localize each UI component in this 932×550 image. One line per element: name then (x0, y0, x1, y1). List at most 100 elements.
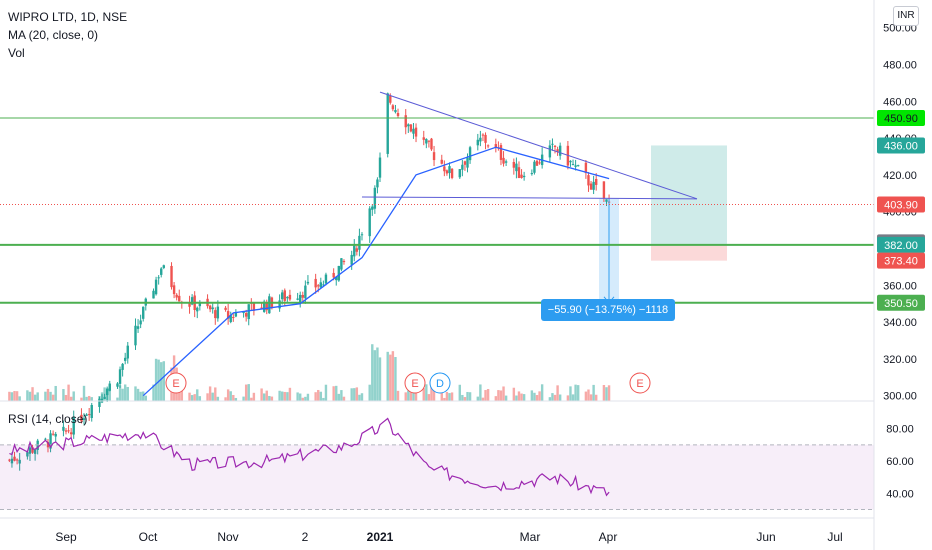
volume-bar (450, 392, 454, 401)
volume-bar (371, 344, 374, 401)
volume-bar (51, 394, 55, 401)
candle-body (378, 157, 382, 178)
candle-body (386, 93, 389, 154)
volume-bar (605, 387, 608, 401)
candle-body (569, 160, 572, 163)
volume-bar (378, 357, 382, 401)
volume-bar (332, 386, 335, 401)
candle-body (448, 166, 451, 174)
volume-bar (358, 394, 361, 401)
time-axis-label: Nov (217, 530, 238, 544)
candle-body (389, 95, 392, 103)
volume-bar (368, 384, 371, 401)
volume-bar (90, 397, 93, 401)
rsi-axis-label: 80.00 (886, 424, 914, 436)
volume-bar (324, 384, 328, 401)
candle-body (278, 300, 281, 309)
volume-bar (108, 385, 111, 401)
candle-body (139, 320, 142, 325)
volume-bar (229, 391, 232, 401)
volume-bar (422, 388, 425, 401)
candle-body (178, 295, 181, 302)
candle-body (512, 161, 516, 168)
price-tag (877, 252, 925, 269)
volume-bar (373, 350, 377, 401)
earnings-marker (629, 372, 651, 394)
candle-body (172, 285, 176, 295)
candle-body (463, 161, 467, 165)
candle-body (517, 167, 521, 178)
volume-bar (535, 395, 539, 401)
volume-bar (548, 397, 552, 401)
volume-bar (46, 388, 50, 401)
price-tag-label: 450.90 (884, 113, 918, 125)
time-axis-label: 2021 (367, 530, 394, 544)
price-axis-label: 460.00 (883, 96, 917, 108)
candle-body (208, 305, 212, 310)
volume-bar (8, 391, 11, 401)
volume-bar (553, 394, 557, 401)
volume-bar (574, 384, 577, 401)
candle-body (594, 179, 598, 185)
volume-bar (376, 347, 379, 401)
volume-bar (319, 391, 323, 401)
volume-bar (80, 397, 83, 401)
candle-body (440, 159, 443, 164)
volume-bar (87, 395, 91, 401)
volume-bar (152, 384, 155, 401)
candle-body (324, 274, 328, 284)
price-tag (877, 196, 925, 213)
long-position-stop-zone (651, 244, 727, 261)
volume-bar (440, 387, 443, 401)
candle-body (571, 164, 575, 166)
candle-body (466, 157, 469, 168)
candle-body (340, 258, 343, 270)
time-axis-label: Jun (756, 530, 775, 544)
rsi-axis-label: 60.00 (886, 456, 914, 468)
price-axis-label: 360.00 (883, 280, 917, 292)
candle-body (67, 430, 70, 432)
volume-bar (360, 393, 364, 401)
volume-bar (533, 392, 536, 401)
candle-body (51, 433, 55, 435)
candle-body (314, 278, 317, 288)
time-axis-label: Jul (827, 530, 842, 544)
volume-bar (394, 357, 397, 401)
volume-bar (139, 391, 142, 401)
volume-bar (250, 397, 253, 401)
candle-body (160, 268, 163, 275)
volume-bar (296, 392, 299, 401)
candle-body (353, 245, 356, 257)
ma-line (142, 146, 610, 397)
volume-bar (154, 358, 158, 401)
candle-body (499, 145, 503, 160)
volume-bar (427, 394, 431, 401)
volume-bar (342, 396, 346, 401)
candle-body (214, 310, 217, 319)
currency-button[interactable]: INR (893, 6, 919, 26)
volume-bar (594, 394, 598, 401)
volume-bar (571, 394, 575, 401)
volume-bar (386, 351, 389, 401)
volume-bar (504, 395, 508, 401)
volume-bar (322, 397, 325, 401)
volume-bar (566, 395, 570, 401)
event-marker-label: E (411, 378, 418, 390)
candle-body (288, 294, 292, 300)
volume-bar (445, 391, 449, 401)
price-tag (877, 294, 925, 311)
volume-bar (72, 391, 75, 401)
price-tag (877, 110, 925, 127)
dividend-marker (429, 372, 451, 394)
price-axis-label: 320.00 (883, 354, 917, 366)
price-tag-label: 436.00 (884, 140, 918, 152)
volume-bar (190, 395, 194, 401)
volume-bar (214, 387, 217, 401)
volume-bar (136, 388, 140, 401)
candle-body (234, 312, 238, 317)
candle-body (80, 414, 83, 422)
candle-body (242, 311, 245, 314)
candle-body (494, 144, 498, 148)
candle-body (358, 235, 361, 250)
